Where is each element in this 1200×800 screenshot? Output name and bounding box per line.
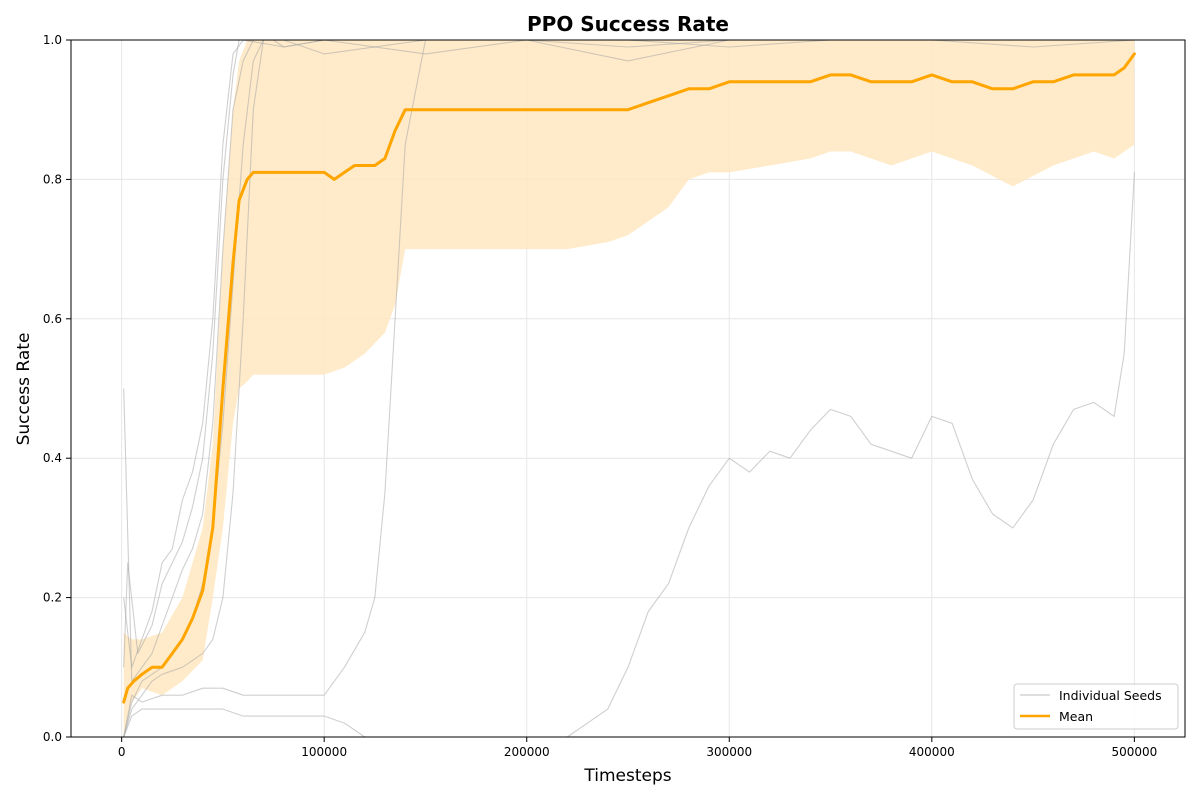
y-tick-label: 0.8 xyxy=(43,172,62,186)
mean-layer xyxy=(122,52,1136,704)
legend: Individual Seeds Mean xyxy=(1013,683,1179,730)
y-tick-label: 0.4 xyxy=(43,451,62,465)
legend-mean-label: Mean xyxy=(1059,709,1093,724)
y-axis-title: Success Rate xyxy=(14,333,34,446)
seed-line-2 xyxy=(123,39,1135,668)
y-tick-label: 0.0 xyxy=(43,730,62,744)
x-tick-label: 200000 xyxy=(504,745,550,759)
x-tick-label: 300000 xyxy=(706,745,752,759)
y-ticks: 0.0 0.2 0.4 0.6 0.8 1.0 xyxy=(43,33,71,744)
y-tick-label: 1.0 xyxy=(43,33,62,47)
x-axis-title: Timesteps xyxy=(583,766,671,786)
plot-frame xyxy=(70,39,1186,738)
y-tick-label: 0.6 xyxy=(43,312,62,326)
x-ticks: 0 100000 200000 300000 400000 500000 xyxy=(118,737,1157,759)
std-band xyxy=(123,40,1135,737)
x-tick-label: 500000 xyxy=(1111,745,1157,759)
chart-title: PPO Success Rate xyxy=(527,12,729,36)
y-tick-label: 0.2 xyxy=(43,591,62,605)
x-tick-label: 0 xyxy=(118,745,126,759)
mean-line xyxy=(122,52,1136,704)
band-layer xyxy=(123,40,1135,737)
legend-box xyxy=(1013,683,1179,730)
x-tick-label: 400000 xyxy=(909,745,955,759)
legend-seeds-label: Individual Seeds xyxy=(1059,688,1162,703)
x-tick-label: 100000 xyxy=(301,745,347,759)
seed-line-7 xyxy=(123,172,1135,738)
